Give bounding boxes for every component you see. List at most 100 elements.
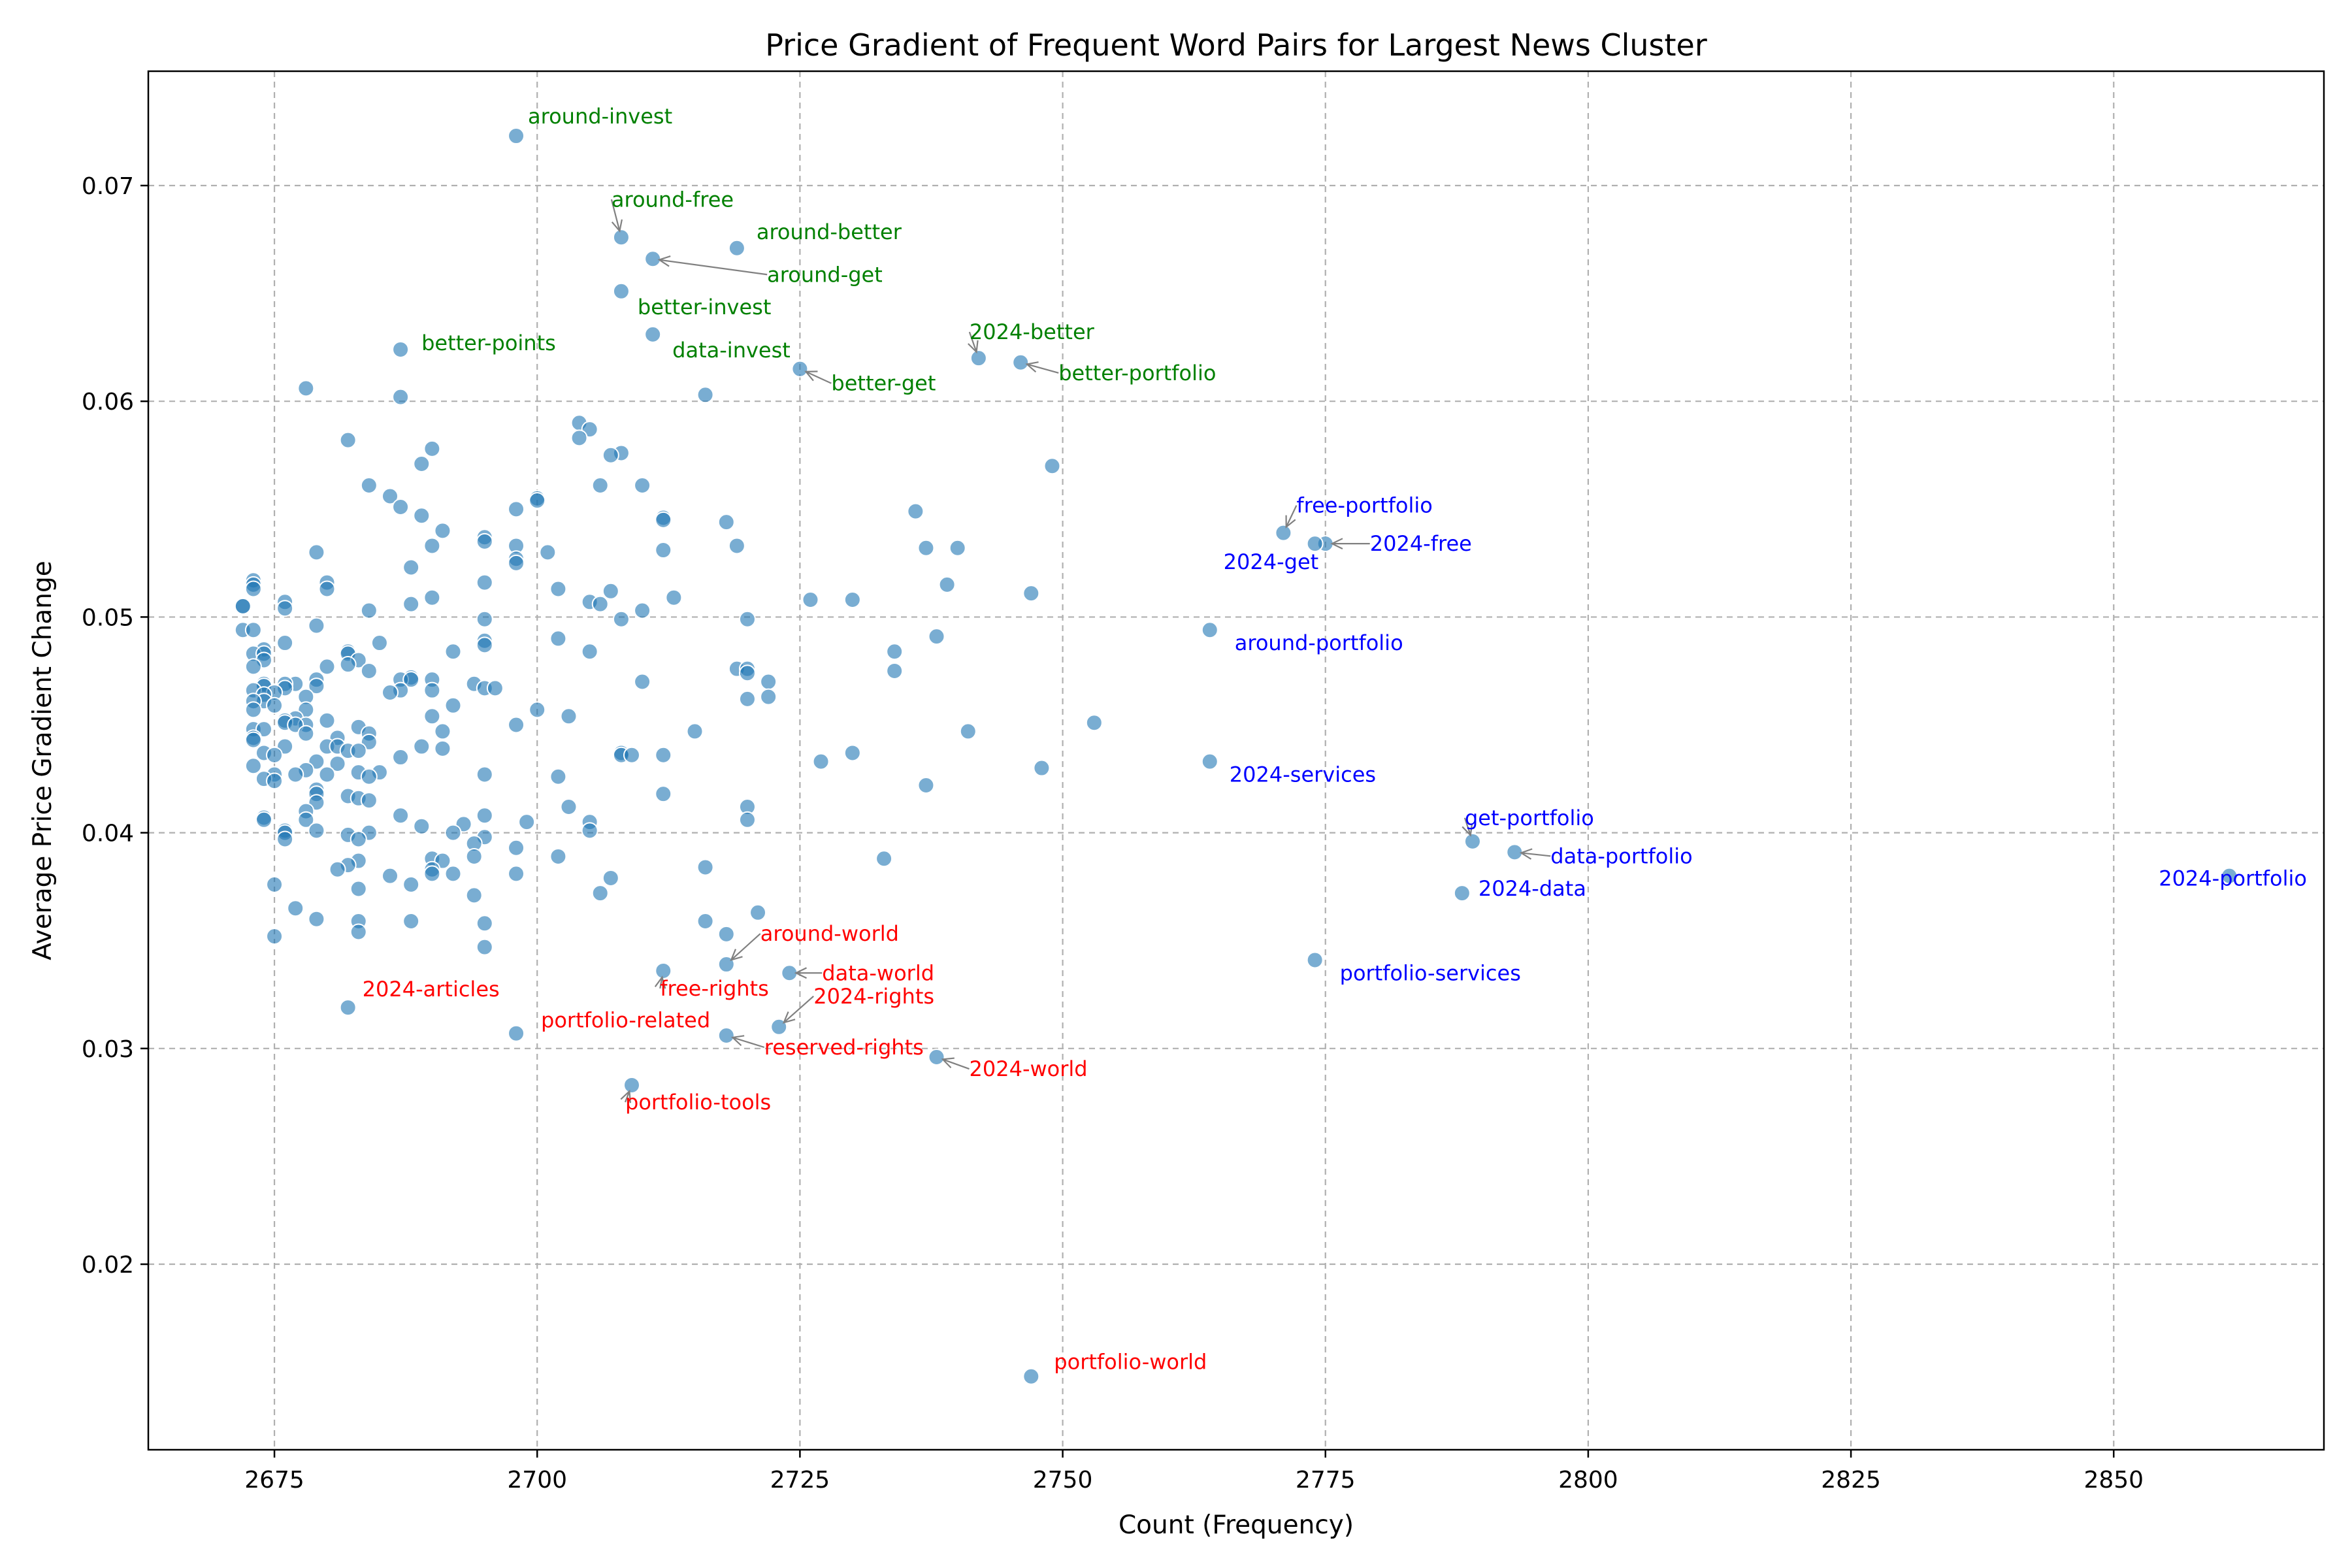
data-point [444,865,462,883]
data-point [907,502,924,520]
x-axis-label: Count (Frequency) [1119,1511,1354,1540]
data-point [434,723,451,740]
data-point [917,539,935,557]
data-point [423,589,441,606]
data-point [581,643,598,661]
annotation-arrowhead [730,949,743,962]
annotation-arrowhead [804,370,818,382]
data-point [549,768,567,785]
data-point [623,746,640,764]
data-point [476,766,493,783]
data-point [508,554,525,572]
data-point [886,643,904,661]
annotation-label: around-portfolio [1235,630,1403,655]
annotation-arrow [732,1036,765,1049]
data-point [287,900,304,917]
data-point [508,716,525,734]
annotation-label: data-invest [672,338,791,363]
data-point [434,522,451,540]
data-point [749,904,767,921]
data-point [360,662,378,679]
data-point [549,580,567,598]
data-point [350,880,367,898]
x-tick-label: 2700 [507,1467,567,1494]
data-point [1033,759,1051,777]
data-point [244,658,262,676]
annotation-arrow [1026,363,1059,374]
data-point [570,429,588,447]
data-point [560,708,578,725]
data-point [318,711,336,729]
data-point [318,658,336,676]
data-point [476,574,493,591]
annotation-arrow [1463,817,1471,836]
data-point [655,746,672,764]
annotation-arrow [1285,505,1298,528]
data-point [581,822,598,840]
x-tick-label: 2775 [1296,1467,1356,1494]
data-point [591,476,609,494]
annotation-label: around-better [757,220,902,244]
data-point [370,634,388,652]
annotation-label: portfolio-world [1054,1350,1207,1375]
annotation-arrowhead [730,1035,745,1047]
data-point [255,811,272,828]
y-tick-label: 0.04 [82,821,134,847]
axis-ticks: 2675 2700 2725 2750 2775 2800 2825 2850 0.02 0.03… [82,173,2144,1494]
data-point [717,1027,735,1045]
data-point [886,662,904,679]
annotation-label: better-get [831,371,936,396]
data-point [360,602,378,619]
annotation-arrowhead [1519,848,1533,860]
annotation-label: around-world [760,921,899,946]
annotation-label: 2024-free [1370,531,1472,556]
data-point [392,749,410,766]
data-point [634,476,651,494]
data-point [1306,951,1324,969]
data-point [465,887,483,904]
data-point [728,537,745,555]
data-point [276,600,294,617]
data-point [423,865,441,883]
data-point [476,915,493,932]
grid-lines [148,71,2324,1450]
data-point [308,544,325,561]
data-point [843,591,861,608]
data-point [1022,1367,1040,1385]
data-point [413,507,431,525]
data-point [297,380,315,397]
data-point [2221,867,2238,885]
data-point [392,807,410,825]
data-point [602,446,619,464]
annotation-arrow [659,977,663,989]
data-point [308,910,325,928]
annotation-arrow [968,331,977,353]
data-point [1012,353,1030,371]
annotation-label: around-get [767,262,883,287]
data-point [402,559,420,576]
data-point [350,830,367,848]
data-point [476,807,493,825]
annotation-label: reserved-rights [764,1035,924,1060]
annotation-arrowhead [968,340,979,354]
x-tick-label: 2850 [2083,1467,2144,1494]
data-point [760,673,777,691]
data-point [518,813,536,831]
x-tick-label: 2725 [770,1467,830,1494]
annotation-label: portfolio-services [1340,960,1521,985]
data-point [486,679,504,697]
data-point [392,388,410,406]
annotation-label: 2024-rights [813,984,934,1009]
data-point [717,925,735,943]
data-point [244,701,262,719]
data-point [738,690,756,708]
data-point [634,602,651,619]
data-point [402,671,420,689]
x-tick-label: 2750 [1033,1467,1093,1494]
data-point [1506,843,1524,861]
annotation-arrow [659,259,768,276]
data-point [413,738,431,755]
data-point [602,869,619,887]
data-point [812,753,830,770]
